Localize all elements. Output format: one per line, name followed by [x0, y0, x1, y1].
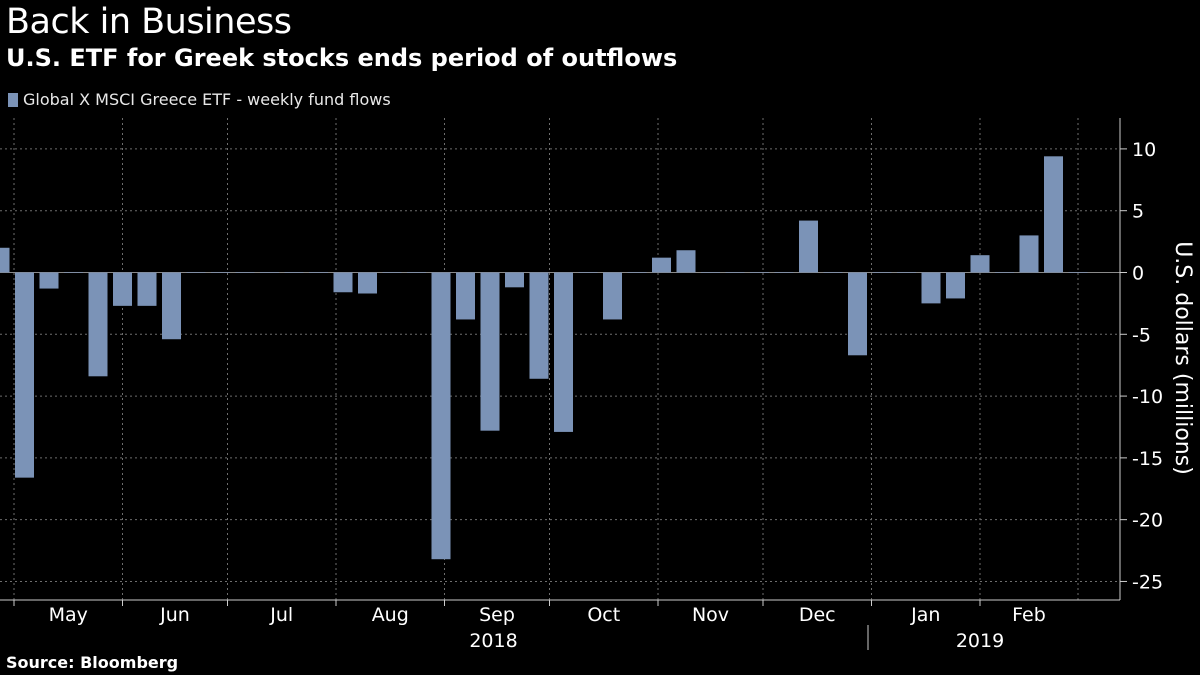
bar [897, 271, 916, 273]
bar [15, 272, 34, 478]
bar [358, 272, 377, 294]
y-tick-label: 0 [1132, 262, 1144, 284]
bar [603, 272, 622, 320]
y-axis: 10 5 0 -5 -10 -15 -20 -25 [1119, 118, 1163, 600]
source-note: Source: Bloomberg [6, 653, 179, 672]
chart-subtitle: U.S. ETF for Greek stocks ends period of… [6, 44, 678, 72]
bar [725, 271, 745, 273]
month-label: Jan [910, 604, 940, 626]
x-axis: May Jun Jul Aug Sep Oct Nov Dec Jan Feb 2018 2019 [0, 599, 1120, 652]
bar [39, 272, 59, 289]
month-label: Aug [372, 604, 409, 626]
y-tick-label: -5 [1132, 324, 1151, 346]
bar [211, 271, 230, 273]
month-label: Sep [479, 604, 515, 626]
bar [652, 257, 671, 273]
bar [848, 272, 867, 356]
bar [578, 271, 598, 273]
bar [970, 255, 990, 273]
bar [260, 271, 279, 273]
bar [162, 272, 181, 340]
bar [137, 272, 157, 306]
bar [88, 272, 108, 377]
y-axis-label: U.S. dollars (millions) [1170, 241, 1195, 475]
bar [431, 272, 451, 560]
bar [333, 272, 353, 293]
year-label: 2018 [469, 630, 517, 652]
bar [284, 271, 304, 273]
bar [627, 271, 647, 273]
month-label: Nov [692, 604, 729, 626]
bar [701, 271, 720, 273]
bar [774, 271, 794, 273]
bar [1068, 271, 1088, 273]
bar [186, 271, 206, 273]
y-tick-label: -15 [1132, 448, 1163, 470]
bar [823, 271, 843, 273]
bar [64, 271, 83, 273]
bar [505, 272, 524, 288]
y-tick-label: -10 [1132, 386, 1163, 408]
month-label: Feb [1012, 604, 1046, 626]
legend: Global X MSCI Greece ETF - weekly fund f… [8, 90, 391, 109]
bar [0, 247, 10, 273]
y-tick-label: 5 [1132, 201, 1144, 223]
bar [946, 272, 965, 299]
y-tick-label: -25 [1132, 571, 1163, 593]
bar [750, 271, 769, 273]
legend-swatch [8, 92, 18, 107]
bar [995, 271, 1014, 273]
y-tick-label: -20 [1132, 510, 1163, 532]
bar [113, 272, 132, 306]
bar [407, 271, 426, 273]
year-label: 2019 [956, 630, 1004, 652]
y-tick-label: 10 [1132, 139, 1156, 161]
month-label: Jun [159, 604, 190, 626]
bar [554, 272, 573, 432]
legend-label: Global X MSCI Greece ETF - weekly fund f… [23, 90, 391, 109]
bars [0, 156, 1088, 560]
month-label: May [49, 604, 88, 626]
bar [235, 271, 255, 273]
bar [676, 250, 696, 273]
bar [1044, 156, 1063, 273]
chart-title: Back in Business [6, 2, 292, 42]
month-label: Jul [269, 604, 293, 626]
bar [872, 271, 892, 273]
bar [799, 220, 818, 273]
month-label: Oct [587, 604, 620, 626]
bar [529, 272, 549, 379]
bar [309, 271, 328, 273]
bar [456, 272, 475, 320]
bar [480, 272, 500, 431]
bar [921, 272, 941, 304]
bar [1019, 235, 1039, 273]
month-label: Dec [799, 604, 836, 626]
bar [382, 271, 402, 273]
